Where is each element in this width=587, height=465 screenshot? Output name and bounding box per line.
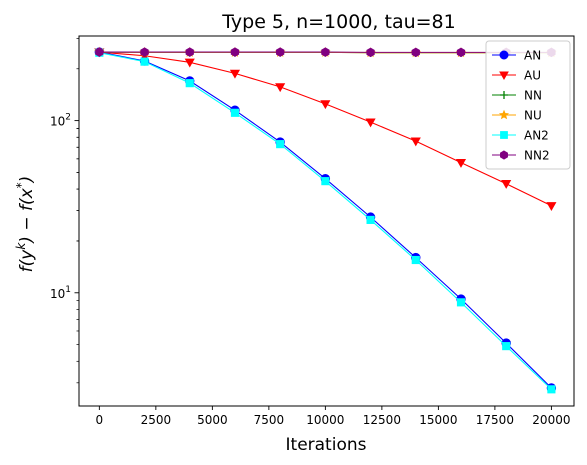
marker-square — [502, 342, 511, 351]
marker-triangle — [184, 58, 195, 68]
marker-triangle — [275, 83, 286, 93]
marker-hexagon — [230, 47, 240, 57]
axes-ticks: 0 2500 5000 7500 10000 12500 15000 17500 20000 10… — [50, 38, 570, 427]
marker-square — [500, 131, 508, 139]
marker-square — [276, 140, 285, 149]
legend-label-an2: AN2 — [524, 129, 549, 143]
legend-label-nn: NN — [524, 89, 542, 103]
marker-hexagon — [456, 47, 466, 58]
x-axis-label: Iterations — [286, 435, 367, 455]
marker-triangle — [499, 71, 509, 81]
marker-hexagon — [500, 150, 508, 160]
marker-hexagon — [276, 47, 285, 57]
x-tick-label: 12500 — [363, 413, 401, 427]
y-tick-label: 101 — [50, 285, 71, 301]
marker-hexagon — [411, 47, 420, 58]
series-nn2 — [95, 47, 556, 58]
marker-square — [140, 57, 149, 66]
marker-hexagon — [140, 47, 149, 57]
x-tick-label: 2500 — [141, 413, 172, 427]
marker-hexagon — [185, 47, 194, 57]
marker-triangle — [320, 100, 331, 110]
marker-square — [411, 255, 420, 265]
y-axis-label: f(yk) − f(x*) — [14, 176, 37, 273]
marker-hexagon — [321, 47, 330, 57]
x-tick-label: 0 — [96, 413, 104, 427]
marker-triangle — [410, 137, 421, 147]
x-tick-label: 20000 — [532, 413, 570, 427]
legend-label-au: AU — [524, 69, 541, 83]
legend-label-nn2: NN2 — [524, 149, 550, 163]
y-tick-label: 102 — [50, 113, 71, 129]
marker-square — [547, 385, 556, 394]
marker-plus — [500, 91, 508, 99]
marker-circle — [499, 50, 509, 60]
marker-triangle — [546, 202, 557, 212]
legend-label-nu: NU — [524, 109, 542, 123]
marker-hexagon — [95, 47, 104, 57]
marker-square — [456, 298, 466, 307]
marker-triangle — [229, 69, 241, 79]
marker-triangle — [501, 180, 512, 189]
x-tick-label: 5000 — [197, 413, 228, 427]
marker-triangle — [455, 158, 467, 168]
x-tick-label: 15000 — [419, 413, 457, 427]
chart-title: Type 5, n=1000, tau=81 — [221, 11, 455, 33]
marker-square — [230, 108, 240, 117]
x-tick-label: 17500 — [476, 413, 514, 427]
marker-star — [498, 109, 510, 120]
x-tick-label: 10000 — [306, 413, 344, 427]
marker-triangle — [365, 118, 376, 128]
marker-square — [185, 79, 194, 88]
marker-square — [321, 177, 330, 186]
legend-label-an: AN — [524, 49, 541, 63]
x-tick-label: 7500 — [254, 413, 285, 427]
marker-hexagon — [366, 47, 375, 58]
marker-square — [366, 215, 375, 224]
legend: AN AU NN NU AN2 NN2 — [485, 40, 571, 170]
